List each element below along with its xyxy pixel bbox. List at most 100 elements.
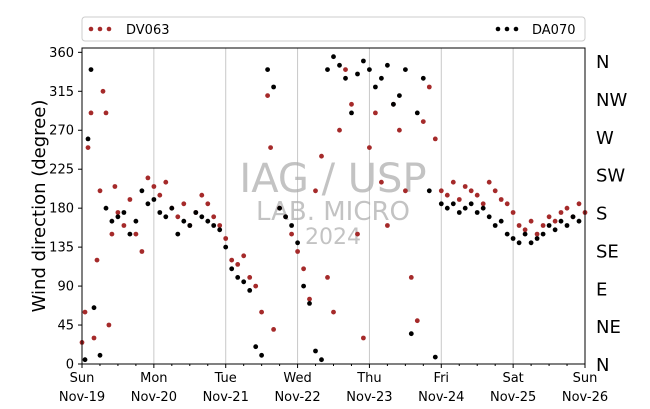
data-point-da070 [85, 136, 91, 142]
data-point-dv063 [379, 179, 384, 185]
data-point-dv063 [403, 188, 408, 194]
data-point-da070 [492, 223, 498, 228]
data-point-dv063 [510, 210, 516, 215]
data-point-dv063 [486, 179, 492, 185]
vertical-gridlines [153, 48, 514, 364]
data-point-dv063 [181, 201, 187, 207]
data-point-da070 [343, 75, 348, 81]
data-point-dv063 [88, 110, 94, 116]
x-tick-day: Wed [283, 371, 311, 386]
watermark-line-3: 2024 [305, 225, 361, 250]
data-point-dv063 [97, 188, 103, 194]
data-point-da070 [205, 218, 211, 224]
data-point-dv063 [444, 192, 450, 198]
data-point-dv063 [343, 67, 348, 72]
data-point-dv063 [295, 249, 300, 254]
data-point-da070 [229, 266, 235, 272]
data-point-da070 [283, 214, 288, 220]
data-point-da070 [235, 275, 241, 280]
y-tick-label: 225 [49, 163, 74, 178]
data-point-dv063 [492, 188, 498, 194]
data-point-da070 [367, 67, 372, 72]
y-tick-label: 90 [57, 280, 74, 295]
data-point-da070 [474, 210, 480, 215]
x-tick-date: Nov-26 [562, 390, 608, 405]
data-point-da070 [151, 197, 157, 202]
data-point-dv063 [85, 145, 91, 151]
data-point-dv063 [468, 188, 474, 194]
series-da070 [82, 54, 582, 363]
data-point-da070 [540, 231, 546, 237]
data-point-dv063 [307, 296, 312, 302]
data-point-da070 [271, 84, 276, 90]
data-point-da070 [145, 201, 151, 207]
data-point-dv063 [373, 110, 378, 116]
data-point-dv063 [540, 223, 546, 228]
data-point-da070 [319, 357, 324, 363]
y-tick-label: 45 [57, 319, 74, 334]
data-point-da070 [414, 110, 420, 116]
data-point-da070 [498, 218, 504, 224]
data-point-da070 [570, 214, 576, 220]
data-point-da070 [486, 214, 492, 220]
compass-axis: N NE E SE S SW W NW N [596, 52, 627, 376]
data-point-dv063 [367, 145, 372, 151]
data-point-dv063 [414, 318, 420, 324]
x-tick-day: Thu [356, 371, 381, 386]
compass-label: NE [596, 317, 621, 338]
data-point-dv063 [522, 227, 528, 233]
data-point-dv063 [456, 197, 462, 202]
data-point-dv063 [474, 192, 480, 198]
data-point-da070 [223, 244, 229, 250]
data-point-dv063 [211, 214, 217, 220]
compass-label: S [596, 204, 607, 225]
x-tick-date: Nov-23 [346, 390, 392, 405]
data-point-dv063 [301, 266, 306, 272]
data-point-dv063 [268, 145, 273, 151]
data-point-da070 [175, 231, 181, 237]
data-point-dv063 [450, 179, 456, 185]
data-point-da070 [127, 231, 133, 237]
data-point-dv063 [109, 231, 115, 237]
compass-label: SW [596, 166, 625, 187]
watermark-line-1: IAG / USP [239, 156, 426, 202]
data-point-da070 [307, 301, 312, 306]
data-point-dv063 [313, 188, 318, 194]
legend-marker-dv063 [88, 26, 112, 32]
data-point-dv063 [100, 88, 106, 94]
data-point-dv063 [528, 218, 534, 224]
data-point-da070 [444, 205, 450, 211]
data-point-da070 [379, 75, 384, 81]
data-point-da070 [103, 205, 109, 211]
data-point-dv063 [253, 283, 259, 289]
x-tick-date: Nov-21 [203, 390, 249, 405]
data-point-dv063 [157, 192, 163, 198]
data-point-da070 [313, 348, 318, 354]
data-point-dv063 [426, 84, 432, 90]
data-point-da070 [295, 240, 300, 246]
data-point-da070 [199, 214, 205, 220]
data-point-da070 [211, 223, 217, 228]
data-point-da070 [265, 67, 270, 72]
y-tick-label: 135 [49, 241, 74, 256]
y-tick-label: 315 [49, 85, 74, 100]
legend: DV063 DA070 [81, 16, 586, 42]
data-point-da070 [558, 218, 564, 224]
data-point-dv063 [504, 201, 510, 207]
data-point-da070 [259, 352, 264, 358]
compass-label: W [596, 128, 614, 149]
y-axis-title: Wind direction (degree) [29, 100, 50, 313]
y-tick-label: 180 [49, 202, 74, 217]
data-point-da070 [528, 240, 534, 246]
x-tick-date: Nov-19 [59, 390, 105, 405]
data-point-da070 [408, 331, 414, 337]
data-point-da070 [385, 62, 390, 68]
data-point-dv063 [175, 214, 181, 220]
data-point-dv063 [133, 231, 139, 237]
data-point-dv063 [127, 197, 133, 202]
data-point-dv063 [546, 214, 552, 220]
data-point-da070 [301, 283, 306, 289]
data-point-dv063 [361, 335, 366, 341]
data-point-da070 [247, 288, 253, 293]
data-point-dv063 [337, 127, 342, 133]
